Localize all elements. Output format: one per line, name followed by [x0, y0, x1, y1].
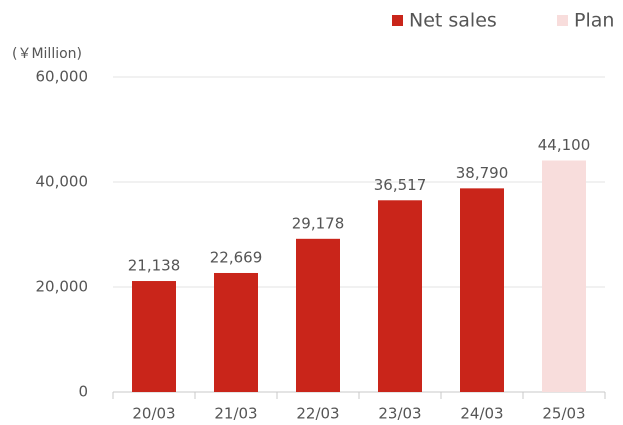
x-tick-label: 22/03: [296, 405, 339, 423]
x-tick-label: 23/03: [378, 405, 421, 423]
legend-label: Plan: [574, 10, 614, 32]
data-label: 29,178: [292, 214, 345, 232]
data-label: 44,100: [538, 136, 591, 154]
data-label: 38,790: [456, 164, 509, 182]
data-label: 22,669: [210, 248, 263, 266]
x-tick-label: 21/03: [214, 405, 257, 423]
x-tick-label: 20/03: [132, 405, 175, 423]
y-tick-label: 0: [78, 383, 88, 401]
x-tick-label: 25/03: [542, 405, 585, 423]
legend-label: Net sales: [409, 10, 497, 32]
bar: [132, 281, 176, 392]
bar: [214, 272, 258, 392]
bar: [378, 200, 422, 392]
bar: [460, 188, 504, 392]
bar: [296, 238, 340, 392]
y-tick-label: 40,000: [36, 173, 89, 191]
y-axis-label: (￥Million): [12, 46, 82, 62]
legend-swatch: [392, 15, 403, 26]
x-tick-label: 24/03: [460, 405, 503, 423]
data-label: 21,138: [128, 257, 181, 275]
y-tick-label: 20,000: [36, 278, 89, 296]
data-label: 36,517: [374, 176, 427, 194]
bar: [542, 160, 586, 392]
y-tick-label: 60,000: [36, 68, 89, 86]
legend-swatch: [557, 15, 568, 26]
